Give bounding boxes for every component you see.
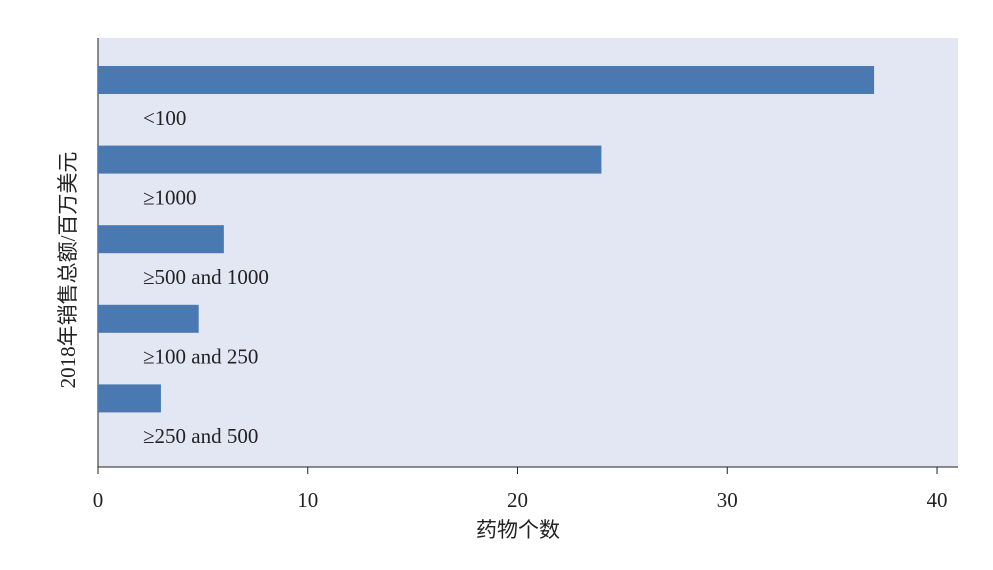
- y-axis-title: 2018年销售总额/百万美元: [56, 152, 80, 389]
- bar: [98, 384, 161, 413]
- y-tick-label: ≥500 and 1000: [143, 265, 269, 289]
- x-tick-label: 20: [507, 488, 528, 512]
- plot-background: [98, 38, 958, 467]
- x-tick-label: 0: [93, 488, 104, 512]
- x-tick-label: 40: [927, 488, 948, 512]
- bar: [98, 66, 875, 94]
- x-axis-title: 药物个数: [476, 518, 560, 542]
- x-tick-label: 30: [717, 488, 738, 512]
- x-tick-label: 10: [297, 488, 318, 512]
- y-tick-label: ≥100 and 250: [143, 345, 258, 369]
- bar: [98, 145, 602, 174]
- bar: [98, 225, 224, 254]
- y-tick-label: ≥1000: [143, 185, 197, 209]
- y-tick-label: <100: [143, 106, 186, 130]
- y-tick-label: ≥250 and 500: [143, 424, 258, 448]
- bar: [98, 304, 199, 333]
